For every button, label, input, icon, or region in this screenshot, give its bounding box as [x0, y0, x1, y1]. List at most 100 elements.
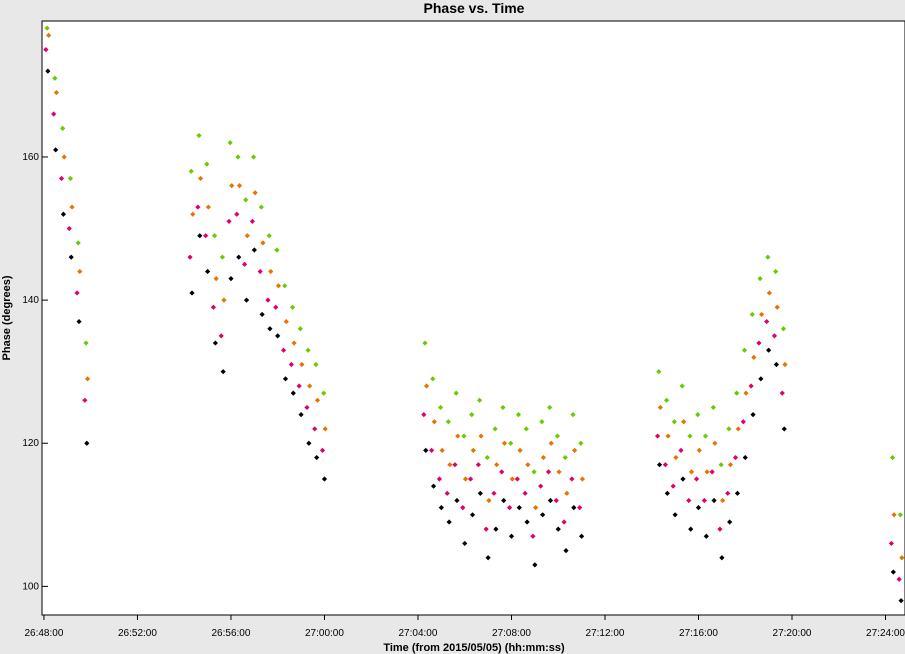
data-point [741, 347, 748, 353]
data-point [726, 426, 732, 432]
y-axis: 100 120 140 160 [22, 152, 48, 592]
data-point [242, 261, 248, 267]
data-point [250, 154, 257, 160]
data-point [429, 447, 435, 453]
data-point [758, 376, 764, 382]
x-tick-label: 27:20:00 [773, 628, 812, 639]
data-point [197, 175, 204, 182]
data-point [727, 462, 734, 468]
data-point [436, 476, 443, 482]
data-point [313, 361, 319, 368]
data-point [275, 283, 282, 289]
data-point [467, 476, 474, 482]
data-point [51, 111, 57, 117]
data-point [52, 75, 58, 81]
data-point [282, 376, 289, 382]
data-point [197, 233, 203, 239]
data-point [288, 361, 294, 368]
y-axis-label: Phase (degrees) [1, 275, 13, 360]
data-point [447, 462, 453, 468]
data-point [290, 390, 296, 396]
data-point [454, 497, 460, 504]
data-point [460, 505, 466, 511]
data-point [891, 512, 897, 518]
data-point [243, 297, 250, 303]
data-point [509, 476, 515, 482]
data-point [743, 390, 749, 396]
data-point [220, 369, 226, 375]
data-point [734, 490, 741, 496]
data-points [43, 25, 905, 604]
data-point [187, 254, 193, 260]
data-point [75, 240, 81, 246]
data-point [296, 383, 302, 389]
data-point [462, 476, 469, 482]
data-point [475, 462, 481, 468]
y-tick-label: 140 [22, 295, 39, 306]
data-point [204, 161, 210, 167]
data-point [688, 526, 694, 532]
data-point [506, 505, 513, 511]
x-tick-label: 26:48:00 [24, 628, 63, 639]
data-point [204, 268, 211, 275]
data-point [531, 469, 537, 475]
data-point [43, 47, 49, 53]
data-point [306, 440, 312, 446]
data-point [299, 361, 305, 368]
data-point [439, 447, 445, 453]
data-point [561, 519, 567, 525]
data-point [289, 304, 296, 310]
data-point [673, 454, 679, 461]
data-point [890, 569, 896, 575]
data-point [516, 505, 522, 511]
data-point [445, 419, 451, 425]
data-point [709, 469, 715, 475]
data-point [190, 211, 196, 217]
data-point [896, 576, 902, 582]
data-point [898, 598, 904, 604]
data-point [679, 383, 685, 389]
data-point [235, 154, 241, 160]
data-point [712, 440, 718, 446]
data-point [717, 526, 723, 532]
data-point [678, 447, 684, 453]
data-point [446, 519, 452, 525]
y-tick-label: 120 [22, 438, 39, 449]
data-point [274, 247, 280, 253]
data-point [664, 490, 670, 496]
data-point [782, 361, 788, 368]
data-point [693, 476, 700, 482]
data-point [243, 197, 249, 203]
data-point [236, 254, 242, 260]
data-point [781, 426, 787, 432]
x-axis-label: Time (from 2015/05/05) (hh:mm:ss) [383, 642, 565, 654]
data-point [508, 440, 514, 446]
data-point [554, 433, 561, 439]
data-point [680, 476, 686, 482]
data-point [46, 32, 52, 38]
data-point [578, 440, 584, 446]
data-point [671, 419, 677, 425]
y-tick-label: 100 [22, 581, 39, 592]
y-tick-label: 160 [22, 152, 39, 163]
data-point [60, 125, 66, 131]
data-point [734, 390, 740, 396]
data-point [282, 283, 288, 289]
data-point [68, 254, 74, 260]
data-point [547, 497, 554, 504]
data-point [555, 526, 561, 532]
data-point [298, 412, 304, 418]
data-point [720, 497, 726, 504]
x-tick-label: 27:08:00 [492, 628, 531, 639]
data-point [421, 412, 427, 418]
data-point [234, 211, 240, 217]
data-point [212, 233, 218, 239]
data-point [260, 240, 266, 246]
data-point [663, 397, 670, 403]
data-point [579, 533, 585, 539]
data-point [766, 347, 772, 353]
data-point [493, 526, 499, 532]
data-point [84, 440, 90, 446]
data-point [45, 68, 51, 74]
data-point [319, 447, 326, 453]
